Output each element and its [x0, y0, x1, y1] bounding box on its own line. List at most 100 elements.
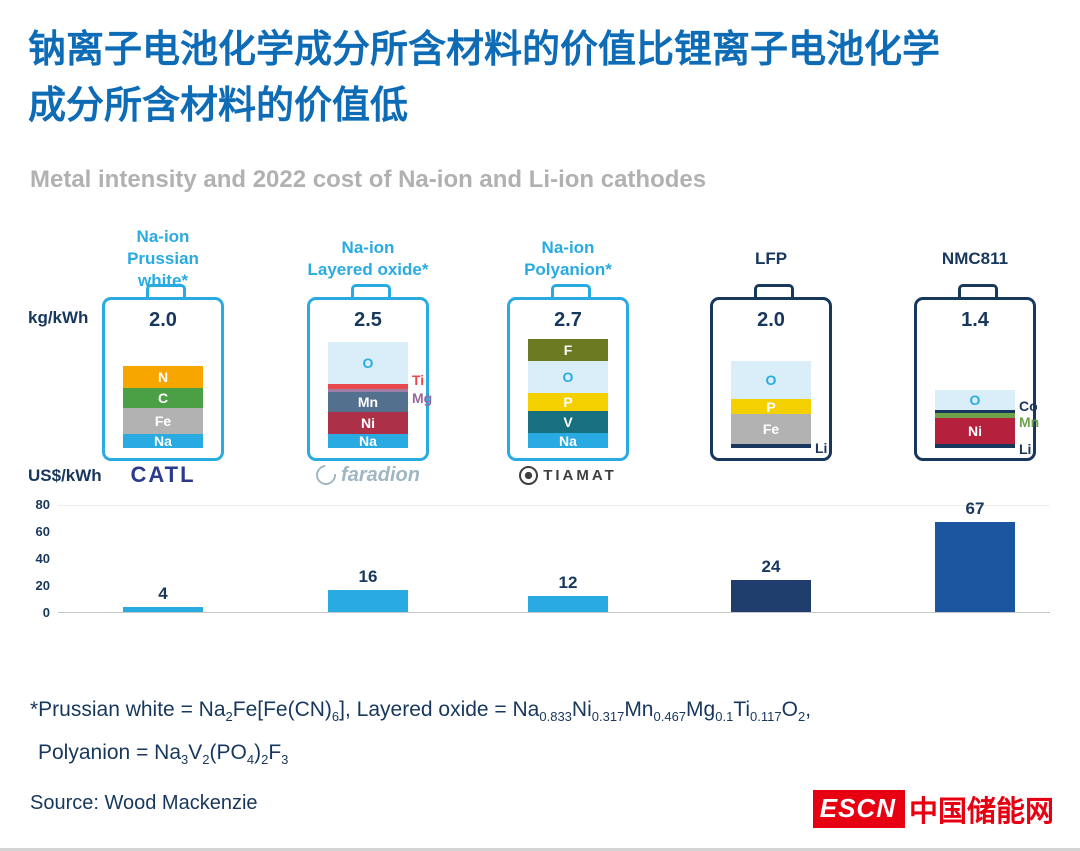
segment-label-na: Na — [154, 433, 172, 449]
battery-label: NMC811 — [914, 236, 1036, 282]
battery-label-line1: LFP — [754, 249, 788, 268]
bar-group-na-prussian-white: 4 — [123, 584, 203, 612]
page-title-line1: 钠离子电池化学成分所含材料的价值比锂离子电池化学 — [28, 29, 941, 71]
battery-outline: 2.7 F O P V Na — [507, 297, 629, 461]
bar-group-lfp: 24 — [731, 557, 811, 612]
footnote: *Prussian white = Na2Fe[Fe(CN)6], Layere… — [30, 692, 811, 778]
segment-label-ni: Ni — [968, 423, 982, 439]
segment-ti: Ti — [328, 373, 424, 389]
battery-column-na-polyanion: Na-ion Polyanion* 2.7 F O P V Na — [507, 236, 629, 461]
kg-per-kwh-value: 1.4 — [961, 309, 989, 331]
segment-ni: Ni — [935, 418, 1015, 444]
segment-o: O — [731, 361, 811, 399]
segment-label-ti: Ti — [412, 371, 425, 388]
kg-per-kwh-value: 2.0 — [757, 309, 785, 331]
battery-label-line2: Layered oxide* — [307, 260, 429, 279]
bar-group-nmc811: 67 — [935, 499, 1015, 612]
segment-mn: Mn — [328, 392, 408, 412]
segment-label-co: Co — [1019, 397, 1038, 414]
segment-label-li: Li — [815, 440, 828, 456]
segment-label-fe: Fe — [154, 413, 172, 429]
y-tick-60: 60 — [35, 524, 50, 539]
y-tick-0: 0 — [42, 605, 50, 620]
bottom-edge-divider — [0, 848, 1080, 851]
page-title: 钠离子电池化学成分所含材料的价值比锂离子电池化学 成分所含材料的价值低 — [28, 22, 1038, 134]
segment-label-c: C — [157, 390, 169, 406]
segment-label-v: V — [563, 414, 573, 430]
battery-outline: 2.0 N C Fe Na — [102, 297, 224, 461]
segment-label-n: N — [157, 369, 169, 385]
segment-label-f: F — [563, 342, 573, 358]
battery-terminal — [146, 284, 186, 301]
segment-fe: Fe — [731, 414, 811, 444]
segment-o: O — [328, 342, 408, 384]
segment-fe: Fe — [123, 408, 203, 434]
segment-li: Li — [731, 441, 827, 455]
segment-label-o: O — [362, 355, 374, 371]
battery-terminal — [754, 284, 794, 301]
battery-label-line1: Na-ion — [136, 227, 190, 246]
bar-group-na-layered-oxide: 16 — [328, 567, 408, 612]
segment-mg: Mg — [328, 389, 432, 405]
segment-label-mg: Mg — [412, 389, 433, 406]
cathode-stack: O Co Mn Ni Li — [935, 390, 1039, 456]
y-tick-40: 40 — [35, 551, 50, 566]
y-tick-20: 20 — [35, 578, 50, 593]
battery-label-line1: Na-ion — [541, 238, 595, 257]
segment-ni: Ni — [328, 412, 408, 434]
footnote-line1: *Prussian white = Na2Fe[Fe(CN)6], Layere… — [30, 698, 812, 725]
cost-bar — [123, 607, 203, 612]
page-title-line2: 成分所含材料的价值低 — [28, 85, 409, 127]
battery-label-line1: NMC811 — [941, 249, 1009, 268]
unit-kg-per-kwh-label: kg/kWh — [28, 308, 89, 327]
battery-terminal — [551, 284, 591, 301]
segment-p: P — [731, 399, 811, 414]
cost-bar — [528, 596, 608, 612]
battery-label: Na-ion Prussian white* — [102, 227, 224, 290]
segment-li: Li — [935, 442, 1031, 456]
segment-v: V — [528, 411, 608, 433]
battery-label: LFP — [710, 236, 832, 282]
segment-na: Na — [328, 434, 408, 448]
faradion-swirl-icon — [311, 460, 341, 490]
bar-value-label: 16 — [358, 567, 378, 586]
segment-label-ni: Ni — [361, 415, 375, 431]
segment-label-mn: Mn — [1019, 413, 1040, 430]
source-credit: Source: Wood Mackenzie — [30, 792, 258, 814]
segment-na: Na — [123, 434, 203, 448]
bar-value-label: 67 — [965, 499, 985, 518]
segment-n: N — [123, 366, 203, 388]
battery-outline: 1.4 O Co Mn Ni Li — [914, 297, 1039, 461]
cathode-stack: N C Fe Na — [123, 366, 203, 448]
faradion-logo: faradion — [307, 460, 429, 490]
tiamat-logo: TIAMAT — [507, 462, 629, 488]
segment-co: Co — [935, 399, 1038, 413]
bar-group-na-polyanion: 12 — [528, 573, 608, 612]
bar-value-label: 12 — [558, 573, 578, 592]
catl-logo-text: CATL — [130, 462, 196, 487]
catl-logo: CATL — [102, 462, 224, 488]
battery-label: Na-ion Layered oxide* — [307, 236, 429, 282]
battery-outline: 2.5 O Ti Mg Mn Ni Na — [307, 297, 432, 461]
kg-per-kwh-value: 2.0 — [149, 309, 177, 331]
escn-site-name: 中国储能网 — [908, 796, 1054, 828]
battery-column-lfp: LFP 2.0 O P Fe Li — [710, 236, 832, 461]
chart-subtitle: Metal intensity and 2022 cost of Na-ion … — [30, 166, 707, 193]
segment-label-li: Li — [1019, 441, 1032, 457]
battery-label-line2: Polyanion* — [524, 260, 612, 279]
segment-label-o: O — [765, 372, 777, 388]
segment-label-o: O — [562, 369, 574, 385]
bar-value-label: 4 — [158, 584, 168, 603]
gridline-80 — [58, 505, 1050, 506]
segment-label-mn: Mn — [357, 394, 379, 410]
kg-per-kwh-value: 2.7 — [554, 309, 582, 331]
tiamat-logo-text: TIAMAT — [543, 466, 617, 484]
segment-label-p: P — [563, 394, 573, 410]
segment-o: O — [935, 390, 1015, 410]
segment-o: O — [528, 361, 608, 393]
segment-label-o: O — [969, 392, 981, 408]
kg-per-kwh-value: 2.5 — [354, 309, 382, 331]
cathode-stack: F O P V Na — [528, 339, 608, 448]
segment-na: Na — [528, 433, 608, 448]
